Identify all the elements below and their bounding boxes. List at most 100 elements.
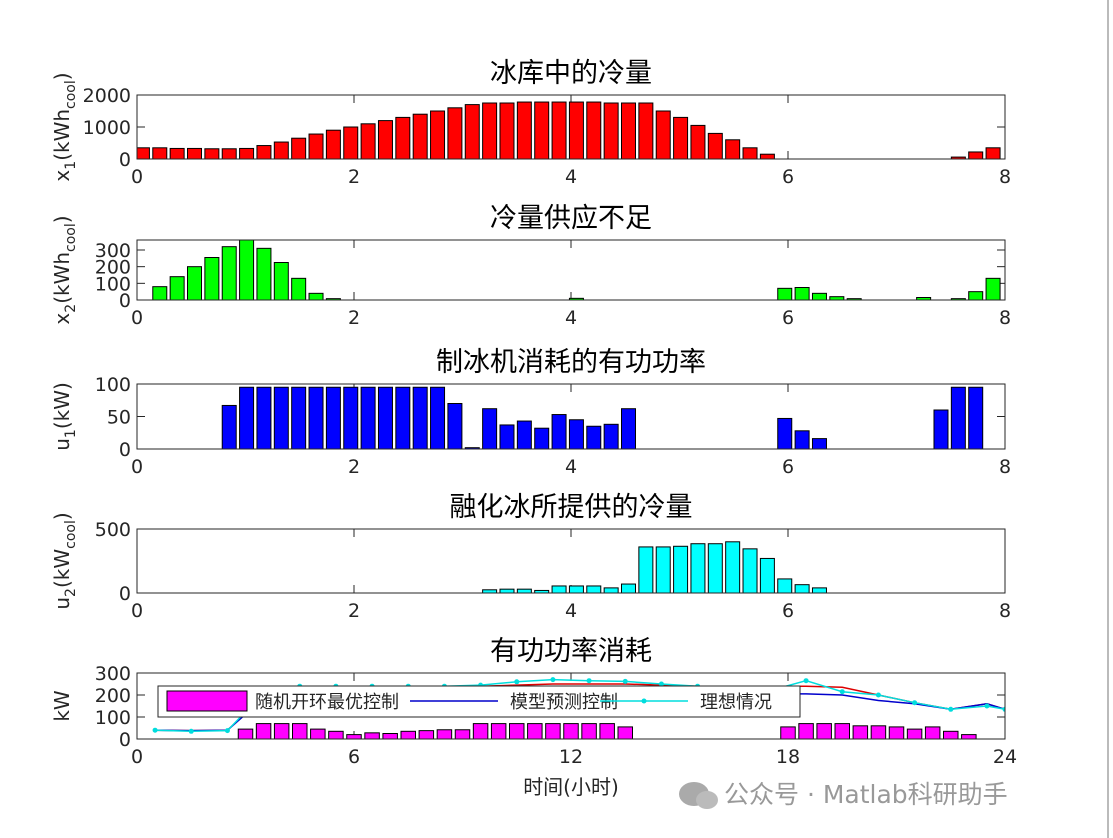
label-part: (kW (50, 549, 74, 588)
bar (568, 101, 584, 159)
bar (534, 427, 550, 449)
subscript: 1 (63, 429, 79, 438)
bar (950, 386, 966, 449)
bar (152, 147, 168, 159)
bar (798, 723, 814, 739)
bar (568, 419, 584, 449)
subscript: cool (63, 80, 79, 109)
marker (984, 703, 990, 709)
axes-background (137, 529, 1005, 593)
label-part: u (50, 438, 74, 451)
marker (152, 727, 158, 733)
bar (382, 733, 398, 739)
bar (794, 430, 810, 449)
marker (622, 678, 628, 684)
bar (725, 139, 741, 159)
x-tick-label: 6 (782, 600, 794, 622)
bar (551, 585, 567, 593)
x-tick-label: 0 (131, 746, 143, 768)
bar (551, 101, 567, 159)
y-tick-label: 100 (95, 273, 131, 295)
x-tick-label: 0 (131, 166, 143, 188)
bar (472, 723, 489, 739)
bar (534, 589, 550, 593)
bar (343, 126, 359, 159)
bar (943, 730, 959, 739)
subplot-title: 冰库中的冷量 (490, 58, 652, 89)
label-part: (kWh (50, 252, 74, 304)
bar (308, 133, 324, 159)
subscript: cool (63, 520, 79, 549)
bar (794, 584, 810, 593)
bar (499, 588, 515, 593)
y-tick-label: 0 (119, 290, 131, 312)
bar (325, 386, 341, 449)
y-tick-label: 300 (95, 663, 131, 685)
bar (568, 297, 584, 300)
label-part: x (50, 313, 74, 325)
bar (328, 730, 344, 739)
watermark-text: 公众号 · Matlab科研助手 (724, 780, 1008, 809)
y-tick-label: 500 (95, 519, 131, 541)
plot-area (221, 386, 984, 449)
bar (395, 386, 411, 449)
marker (1002, 706, 1005, 712)
bar (581, 723, 597, 739)
marker (839, 689, 845, 695)
bar (412, 113, 428, 159)
bar (221, 404, 237, 449)
bar (482, 102, 498, 159)
marker (224, 728, 230, 734)
bar (436, 729, 453, 739)
bar (777, 578, 793, 593)
y-axis-label: u2(kWcool) (50, 512, 79, 609)
bar (673, 116, 689, 159)
bar (464, 447, 480, 449)
bar (725, 541, 741, 593)
y-tick-label: 1000 (83, 117, 131, 139)
y-tick-label: 200 (95, 685, 131, 707)
bar (638, 546, 654, 593)
axes-box (136, 672, 1006, 740)
bar (430, 386, 446, 449)
subplot-title: 融化冰所提供的冷量 (450, 492, 693, 523)
bar (447, 403, 463, 449)
bar (516, 101, 532, 159)
bar (221, 246, 237, 300)
bar (759, 153, 775, 159)
bar (916, 297, 932, 300)
x-tick-label: 0 (131, 600, 143, 622)
x-tick-label: 8 (999, 600, 1011, 622)
bar (534, 101, 550, 159)
bar (490, 723, 507, 739)
bar (655, 546, 671, 593)
plot-area (152, 240, 1001, 300)
bar (325, 129, 341, 159)
subscript: cool (63, 223, 79, 252)
bar (551, 414, 567, 449)
bar (707, 543, 723, 593)
legend-marker (641, 698, 647, 704)
bar (499, 102, 515, 159)
x-tick-label: 6 (782, 166, 794, 188)
legend-label: 模型预测控制 (510, 692, 618, 713)
x-tick-label: 12 (559, 746, 583, 768)
label-part: ) (50, 72, 74, 80)
subscript: 1 (63, 161, 79, 170)
subplot-title: 冷量供应不足 (490, 203, 652, 234)
y-tick-label: 100 (95, 374, 131, 396)
bar (563, 723, 579, 739)
legend-label: 理想情况 (700, 692, 772, 713)
y-tick-label: 0 (119, 149, 131, 171)
bar (187, 147, 203, 159)
bar (621, 583, 637, 593)
y-tick-label: 200 (95, 257, 131, 279)
bar (617, 726, 633, 739)
subplot: 冰库中的冷量 x1(kWhcool) 0 1000 2000 0 2 4 6 8 (50, 58, 1011, 188)
marker (586, 678, 592, 684)
bar (395, 116, 411, 159)
marker (803, 678, 809, 684)
bar (400, 730, 416, 739)
bar (308, 292, 324, 300)
